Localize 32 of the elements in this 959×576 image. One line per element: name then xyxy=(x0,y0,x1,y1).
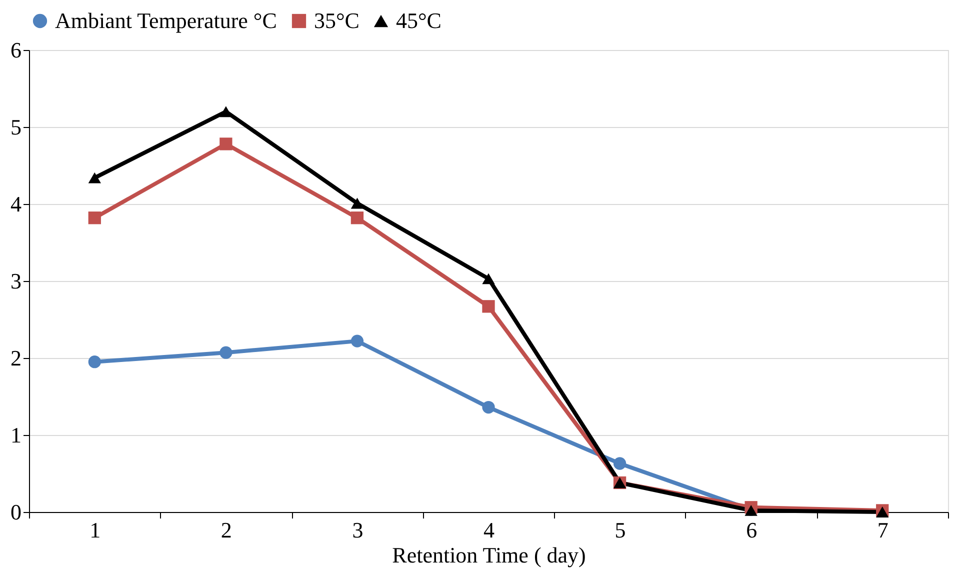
point xyxy=(88,356,101,368)
x-tick-label: 1 xyxy=(90,518,101,542)
point xyxy=(88,172,101,184)
point xyxy=(613,457,626,470)
x-tick-label: 3 xyxy=(352,518,364,542)
point xyxy=(220,138,232,150)
point xyxy=(876,506,889,518)
y-tick-label: 5 xyxy=(10,114,22,140)
y-tick-label: 3 xyxy=(10,268,22,294)
x-tick-label: 4 xyxy=(484,518,494,542)
legend-label: Ambiant Temperature °C xyxy=(55,8,277,33)
point xyxy=(88,212,101,224)
point xyxy=(220,106,232,118)
x-tick-label: 5 xyxy=(614,518,626,542)
x-tick-label: 7 xyxy=(877,518,888,542)
y-tick-label: 0 xyxy=(10,500,22,524)
point xyxy=(350,212,364,224)
x-tick-label: 6 xyxy=(746,518,758,542)
y-tick-label: 2 xyxy=(10,346,22,370)
y-tick-label: 6 xyxy=(10,38,22,62)
point xyxy=(482,273,495,284)
x-axis-title: Retention Time ( day) xyxy=(392,542,586,568)
legend-label: 45°C xyxy=(396,8,442,33)
y-tick-label: 1 xyxy=(10,422,22,448)
point xyxy=(350,198,364,209)
x-tick-label: 2 xyxy=(220,518,232,542)
y-tick-label: 4 xyxy=(10,192,22,216)
point xyxy=(220,346,232,359)
legend-label: 35°C xyxy=(314,8,360,33)
point xyxy=(350,334,364,348)
point xyxy=(482,400,495,414)
point xyxy=(482,300,495,313)
